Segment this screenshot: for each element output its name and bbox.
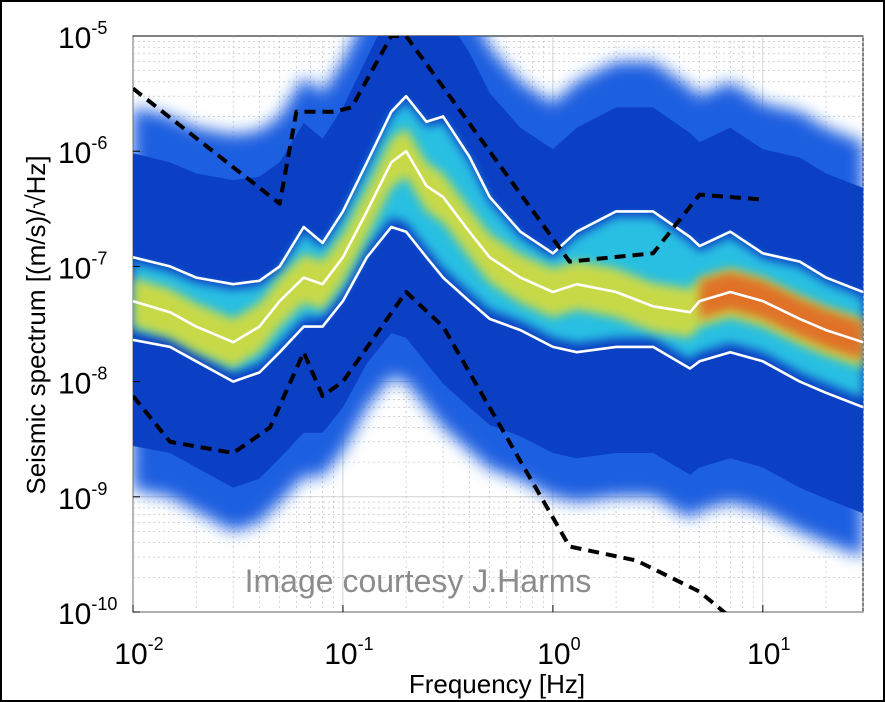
x-tick-label: 10-1 (324, 634, 373, 671)
y-tick-label: 10-6 (58, 133, 107, 170)
y-tick-label: 10-9 (58, 479, 107, 516)
x-tick-label: 101 (747, 634, 790, 671)
series-line-1 (133, 149, 863, 344)
y-tick-label: 10-7 (58, 248, 107, 285)
y-axis-title: Seismic spectrum [(m/s)/√Hz] (21, 155, 51, 494)
series-line-2 (133, 225, 863, 409)
watermark-annotation: Image courtesy J.Harms (245, 563, 592, 599)
series-line-3 (133, 36, 763, 264)
x-tick-label: 10-2 (114, 634, 163, 671)
series-lines (133, 36, 863, 612)
y-axis-ticks: 10-10 10-9 10-8 10-7 10-6 10-5 (58, 18, 140, 631)
x-tick-label: 100 (537, 634, 580, 671)
density-core (133, 127, 863, 368)
x-axis-title: Frequency [Hz] (409, 669, 585, 699)
y-tick-label: 10-5 (58, 18, 107, 55)
series-line-0 (133, 94, 863, 294)
y-tick-label: 10-10 (58, 594, 117, 631)
density-map (133, 36, 863, 557)
y-tick-label: 10-8 (58, 364, 107, 401)
x-axis-ticks: 10-2 10-1 100 101 (114, 605, 791, 671)
